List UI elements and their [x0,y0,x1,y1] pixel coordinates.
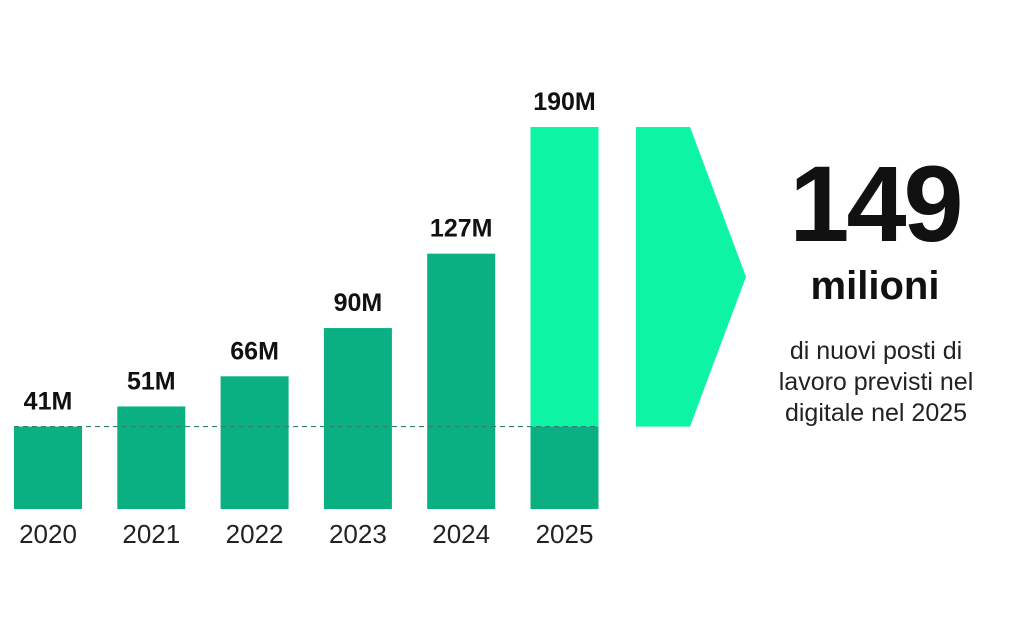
x-tick-2023: 2023 [329,519,387,549]
value-label-2024: 127M [430,215,493,243]
arrow-shape [636,127,746,427]
caption-line-2: lavoro previsti nel [778,368,974,396]
bar-2025-increase [530,127,599,427]
value-labels-group: 41M 51M 66M 90M 127M 190M [24,88,596,416]
increase-number: 149 [789,143,963,264]
x-axis-ticks-group: 2020 2021 2022 2023 2024 2025 [19,519,593,549]
bar-2021 [117,406,186,509]
x-tick-2021: 2021 [122,519,180,549]
bar-2025-base [530,426,599,509]
callout-caption: di nuovi posti di lavoro previsti nel di… [748,336,1004,429]
bars-group [14,127,599,509]
bar-2023 [323,328,392,509]
caption-line-3: digitale nel 2025 [784,399,968,427]
value-label-2021: 51M [127,367,176,395]
value-label-2023: 90M [334,289,383,317]
x-tick-2025: 2025 [536,519,594,549]
x-tick-2022: 2022 [226,519,284,549]
x-tick-2024: 2024 [432,519,490,549]
bar-2024 [427,253,496,509]
increase-unit: milioni [810,264,940,308]
value-label-2025: 190M [533,88,596,116]
value-label-2020: 41M [24,388,73,416]
bar-2022 [220,376,289,509]
value-label-2022: 66M [230,337,279,365]
caption-line-1: di nuovi posti di [789,337,963,365]
x-tick-2020: 2020 [19,519,77,549]
bar-2020 [14,426,82,509]
